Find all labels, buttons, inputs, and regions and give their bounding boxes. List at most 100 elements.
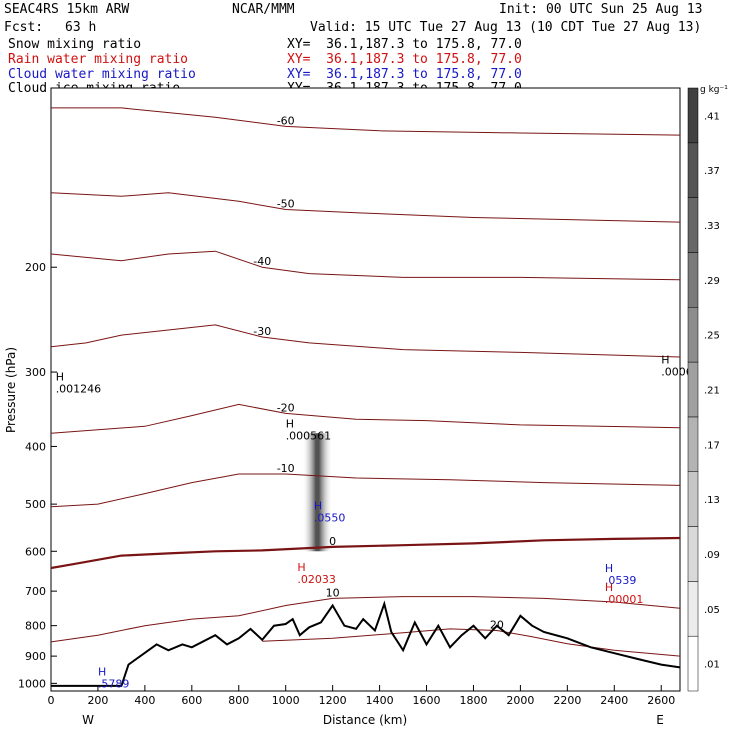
- colorbar-swatch: [687, 361, 699, 418]
- x-tick-label: 200: [87, 694, 108, 707]
- max-marker-value: .001246: [56, 383, 102, 396]
- contour-label: -10: [277, 462, 295, 475]
- contour-label: -50: [277, 198, 295, 211]
- forecast-label: Fcst:: [4, 20, 44, 35]
- y-tick-label: 500: [25, 498, 46, 511]
- colorbar-swatch: [687, 581, 699, 637]
- max-marker: H.0550: [314, 499, 346, 524]
- max-marker-value: .000561: [286, 430, 332, 443]
- colorbar-label: .29: [704, 276, 720, 287]
- colorbar-swatch: [687, 635, 699, 692]
- x-tick-label: 2400: [600, 694, 628, 707]
- max-marker: H.02033: [297, 561, 336, 586]
- field-xy-rain: XY= 36.1,187.3 to 175.8, 77.0: [287, 52, 522, 67]
- x-tick-label: 2200: [553, 694, 581, 707]
- temperature-contour-0: [51, 536, 680, 570]
- y-tick-label: 300: [25, 366, 46, 379]
- max-marker-value: .0539: [605, 574, 637, 587]
- colorbar-swatch: [687, 471, 699, 527]
- colorbar-label: .33: [704, 221, 720, 232]
- max-marker: H.00001: [605, 581, 644, 606]
- field-xy-cloud-water: XY= 36.1,187.3 to 175.8, 77.0: [287, 67, 522, 82]
- contour-label: 10: [326, 586, 340, 599]
- x-tick-label: 1800: [459, 694, 487, 707]
- y-axis-title: Pressure (hPa): [4, 347, 18, 433]
- colorbar-label: .05: [704, 605, 720, 616]
- forecast-hours: 63 h: [65, 20, 97, 35]
- temperature-contour-minus30: [51, 324, 680, 358]
- max-marker: H.000561: [286, 418, 332, 443]
- max-marker-value: .0006: [661, 365, 693, 378]
- plot-area: [50, 87, 681, 692]
- x-tick-label: 400: [134, 694, 155, 707]
- contour-label: -40: [253, 255, 271, 268]
- temperature-contour-10: [51, 596, 680, 643]
- terrain-line: [51, 600, 680, 687]
- max-marker: H.0539: [605, 562, 637, 587]
- init-time: Init: 00 UTC Sun 25 Aug 13: [499, 2, 703, 17]
- colorbar-label: .41: [704, 111, 720, 122]
- colorbar-swatch: [687, 416, 699, 472]
- max-marker-letter: H: [605, 581, 613, 594]
- colorbar-swatch: [687, 142, 699, 198]
- y-tick-label: 700: [25, 585, 46, 598]
- max-marker-letter: H: [286, 418, 294, 431]
- y-tick-label: 1000: [18, 677, 46, 690]
- colorbar-label: .37: [704, 166, 720, 177]
- west-label: W: [82, 713, 94, 727]
- field-xy-snow: XY= 36.1,187.3 to 175.8, 77.0: [287, 37, 522, 52]
- temperature-contour-minus60: [51, 107, 680, 136]
- y-tick-label: 400: [25, 440, 46, 453]
- temperature-contour-minus50: [51, 192, 680, 223]
- max-marker-letter: H: [314, 499, 322, 512]
- colorbar-swatch: [687, 197, 699, 253]
- mixing-ratio-shading: [302, 433, 333, 552]
- x-tick-label: 1600: [413, 694, 441, 707]
- max-marker-value: .5789: [98, 677, 130, 690]
- x-tick-label: 800: [228, 694, 249, 707]
- contour-label: 0: [329, 535, 336, 548]
- x-tick-label: 1000: [272, 694, 300, 707]
- y-tick-label: 900: [25, 650, 46, 663]
- max-marker-value: .02033: [297, 573, 336, 586]
- colorbar-label: .13: [704, 495, 720, 506]
- x-axis-title: Distance (km): [323, 713, 407, 727]
- max-marker: H.0006: [661, 353, 693, 378]
- field-name-snow: Snow mixing ratio: [8, 37, 142, 52]
- max-marker-letter: H: [297, 561, 305, 574]
- max-marker-letter: H: [98, 665, 106, 678]
- colorbar-label: .09: [704, 550, 720, 561]
- colorbar-swatch: [687, 87, 699, 144]
- contour-label: -60: [277, 114, 295, 127]
- colorbar-label: .21: [704, 386, 720, 397]
- max-marker-letter: H: [56, 371, 64, 384]
- x-tick-label: 1400: [366, 694, 394, 707]
- x-tick-label: 0: [48, 694, 55, 707]
- max-marker-letter: H: [605, 562, 613, 575]
- x-tick-label: 600: [181, 694, 202, 707]
- field-name-cloud-water: Cloud water mixing ratio: [8, 67, 196, 82]
- temperature-contour-minus20: [51, 403, 680, 434]
- colorbar-swatch: [687, 526, 699, 582]
- model-name: SEAC4RS 15km ARW: [4, 2, 130, 17]
- max-marker-letter: H: [661, 353, 669, 366]
- contour-label: -20: [277, 401, 295, 414]
- contour-label: -30: [253, 325, 271, 338]
- max-marker-value: .00001: [605, 593, 644, 606]
- x-tick-label: 2600: [647, 694, 675, 707]
- x-tick-label: 1200: [319, 694, 347, 707]
- x-tick-label: 2000: [506, 694, 534, 707]
- valid-time: Valid: 15 UTC Tue 27 Aug 13 (10 CDT Tue …: [310, 20, 702, 35]
- temperature-contour-20: [262, 628, 680, 657]
- temperature-contour-minus40: [51, 250, 680, 281]
- y-tick-label: 200: [25, 261, 46, 274]
- max-marker-value: .0550: [314, 511, 346, 524]
- colorbar-label: .25: [704, 331, 720, 342]
- colorbar-swatch: [687, 307, 699, 363]
- east-label: E: [656, 713, 664, 727]
- y-tick-label: 800: [25, 620, 46, 633]
- max-marker: H.5789: [98, 665, 130, 690]
- temperature-contour-minus10: [51, 473, 680, 508]
- colorbar-label: .01: [704, 660, 720, 671]
